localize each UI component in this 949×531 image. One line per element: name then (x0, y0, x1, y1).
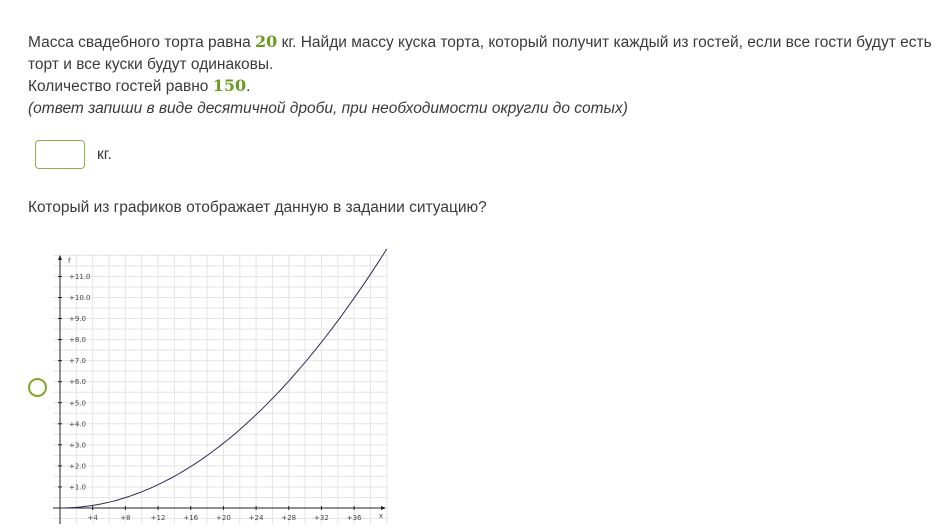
y-tick-label: +4.0 (69, 420, 86, 428)
x-tick-label: +20 (216, 514, 231, 522)
y-axis-label: f (68, 257, 71, 265)
y-tick-label: +6.0 (69, 378, 86, 386)
task-text: Масса свадебного торта равна 20 кг. Найд… (28, 31, 938, 119)
y-axis-arrow (58, 255, 62, 260)
answer-input[interactable] (35, 140, 85, 169)
x-tick-label: +28 (281, 514, 296, 522)
y-tick-label: +10.0 (69, 294, 90, 302)
y-tick-label: +11.0 (69, 273, 90, 281)
task-text-part: . (246, 78, 251, 95)
answer-row: кг. (35, 140, 112, 169)
x-tick-label: +12 (151, 514, 166, 522)
y-tick-label: +5.0 (69, 399, 86, 407)
task-text-part: Масса свадебного торта равна (28, 34, 255, 51)
x-tick-label: +32 (314, 514, 329, 522)
series-line (60, 248, 388, 509)
question-text: Который из графиков отображает данную в … (28, 199, 487, 216)
graph-option-radio[interactable] (28, 378, 47, 397)
answer-unit: кг. (97, 145, 112, 163)
y-tick-label: +3.0 (69, 441, 86, 449)
y-tick-label: +8.0 (69, 336, 86, 344)
x-axis-arrow (381, 506, 386, 510)
x-axis-label: x (379, 512, 383, 520)
guest-count: 150 (212, 76, 247, 95)
x-tick-label: +16 (183, 514, 198, 522)
y-tick-label: +7.0 (69, 357, 86, 365)
x-tick-label: +4 (88, 514, 99, 522)
cake-mass: 20 (255, 32, 278, 51)
y-tick-label: +9.0 (69, 315, 86, 323)
task-text-part: кг. Найди массу куска торта, который пол… (28, 34, 932, 73)
x-tick-label: +24 (249, 514, 264, 522)
task-text-part: Количество гостей равно (28, 78, 213, 95)
y-tick-label: +1.0 (69, 483, 86, 491)
y-tick-label: +2.0 (69, 462, 86, 470)
x-tick-label: +36 (347, 514, 362, 522)
task-hint: (ответ запиши в виде десятичной дроби, п… (28, 99, 628, 117)
x-tick-label: +8 (120, 514, 130, 522)
